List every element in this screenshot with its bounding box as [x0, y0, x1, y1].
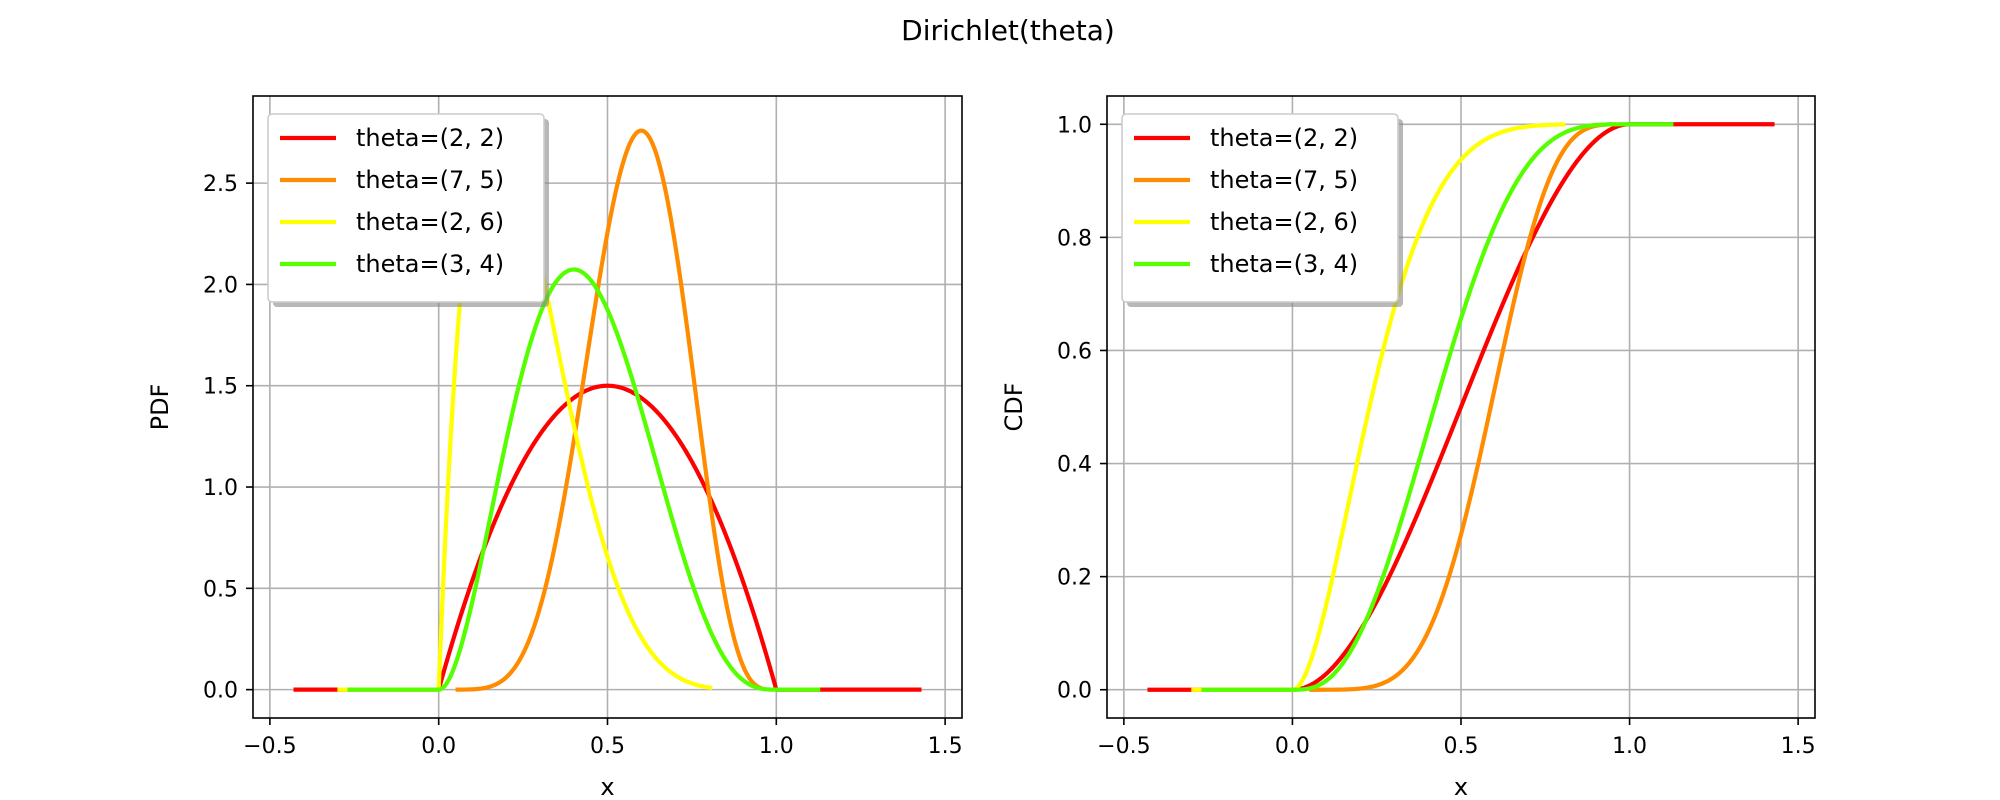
legend-entry-label: theta=(7, 5) [356, 166, 504, 194]
cdf-subplot: −0.5 0.0 0.5 1.0 1.5 0.0 0.2 0.4 0.6 0.8 1.0 x CDF th… [1000, 95, 1816, 800]
x-axis-label: x [600, 773, 614, 800]
x-tick-label: 1.0 [759, 734, 794, 759]
y-tick-label: 1.5 [203, 375, 238, 400]
legend-entry-label: theta=(3, 4) [356, 250, 504, 278]
y-tick-label: 1.0 [1057, 113, 1092, 138]
legend-entry-label: theta=(3, 4) [1210, 250, 1358, 278]
y-tick-label: 0.0 [203, 679, 238, 704]
y-tick-label: 0.8 [1057, 226, 1092, 251]
series-line-2 [454, 128, 765, 692]
x-tick-label: 0.5 [590, 734, 625, 759]
legend-entry-label: theta=(2, 2) [1210, 124, 1358, 152]
y-tick-label: 1.0 [203, 476, 238, 501]
x-tick-label: 0.0 [421, 734, 456, 759]
x-tick-label: 0.0 [1275, 734, 1310, 759]
pdf-subplot: −0.5 0.0 0.5 1.0 1.5 0.0 0.5 1.0 1.5 2.0 2.5 x PDF th… [146, 95, 963, 800]
y-axis-label: PDF [146, 384, 174, 431]
x-tick-label: 0.5 [1444, 734, 1479, 759]
x-tick-label: −0.5 [243, 734, 296, 759]
legend-box [267, 113, 545, 303]
figure-title: Dirichlet(theta) [901, 14, 1115, 47]
x-tick-label: 1.5 [928, 734, 963, 759]
y-tick-label: 0.0 [1057, 679, 1092, 704]
y-tick-label: 0.6 [1057, 339, 1092, 364]
legend-box [1121, 113, 1399, 303]
y-axis-label: CDF [1000, 382, 1028, 431]
series-line-4 [346, 267, 822, 692]
x-tick-label: 1.0 [1612, 734, 1647, 759]
y-tick-label: 2.0 [203, 273, 238, 298]
series-line-4 [1200, 122, 1675, 692]
y-tick-label: 0.2 [1057, 566, 1092, 591]
series-lines [1146, 122, 1776, 692]
legend-entry-label: theta=(2, 6) [1210, 208, 1358, 236]
x-tick-label: 1.5 [1781, 734, 1816, 759]
legend: theta=(2, 2) theta=(7, 5) theta=(2, 6) thet… [267, 113, 549, 307]
legend-entry-label: theta=(2, 2) [356, 124, 504, 152]
y-tick-label: 2.5 [203, 172, 238, 197]
y-tick-label: 0.4 [1057, 453, 1092, 478]
legend-entry-label: theta=(7, 5) [1210, 166, 1358, 194]
x-tick-label: −0.5 [1097, 734, 1150, 759]
series-line-2 [1307, 122, 1618, 692]
legend-entry-label: theta=(2, 6) [356, 208, 504, 236]
legend: theta=(2, 2) theta=(7, 5) theta=(2, 6) thet… [1121, 113, 1403, 307]
x-axis-label: x [1454, 773, 1468, 800]
y-tick-label: 0.5 [203, 577, 238, 602]
